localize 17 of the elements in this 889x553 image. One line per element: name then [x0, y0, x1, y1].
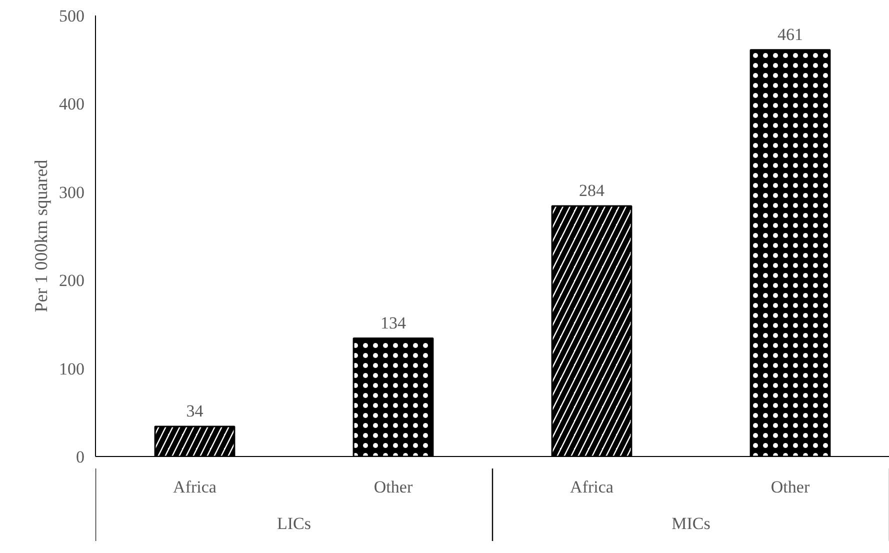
- y-axis-title: Per 1 000km squared: [31, 160, 51, 312]
- data-label: 134: [380, 313, 406, 332]
- y-tick-label: 400: [59, 94, 84, 114]
- y-tick-label: 200: [59, 271, 84, 290]
- y-tick-label: 0: [76, 448, 84, 466]
- data-label: 284: [579, 181, 605, 200]
- y-tick-label: 100: [59, 359, 84, 378]
- x-tick-label: Africa: [570, 477, 614, 496]
- data-label: 34: [186, 402, 204, 421]
- y-tick-label: 300: [59, 182, 84, 202]
- x-tick-label: Other: [374, 477, 413, 496]
- text: LICs: [277, 514, 311, 533]
- data-label: 461: [778, 24, 803, 44]
- text: MICs: [672, 514, 710, 533]
- y-tick-label: 500: [59, 6, 84, 26]
- x-tick-label: Other: [770, 477, 810, 496]
- x-tick-label: Africa: [173, 477, 217, 496]
